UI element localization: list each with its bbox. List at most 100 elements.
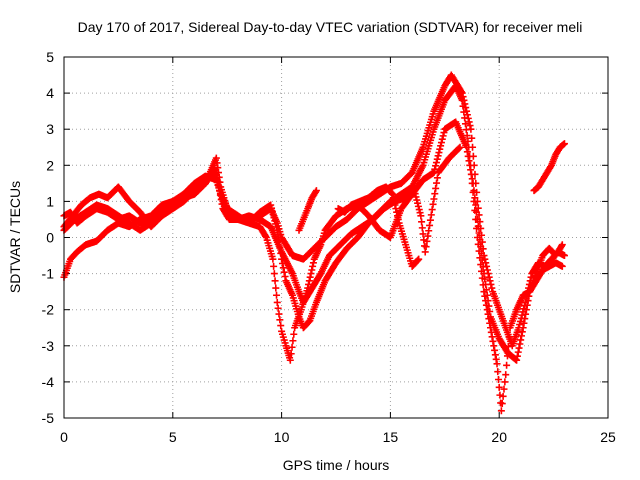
data-point	[468, 175, 476, 183]
data-point	[413, 196, 421, 204]
data-point	[521, 315, 529, 323]
data-point	[523, 301, 531, 309]
x-tick-label: 15	[383, 429, 399, 445]
data-point	[437, 142, 445, 150]
data-point	[305, 280, 313, 288]
data-point	[522, 306, 530, 314]
data-point	[463, 148, 471, 156]
y-tick-label: 0	[46, 230, 54, 246]
data-point	[439, 132, 447, 140]
y-tick-label: -4	[42, 374, 55, 390]
data-point	[502, 371, 510, 379]
y-tick-label: -3	[42, 338, 55, 354]
data-point	[516, 317, 524, 325]
data-point	[489, 337, 497, 345]
data-point	[269, 255, 277, 263]
data-point	[440, 129, 448, 137]
data-point	[213, 178, 221, 186]
series-6	[295, 187, 320, 234]
data-point	[558, 262, 566, 270]
data-point	[558, 241, 566, 249]
data-point	[309, 259, 317, 267]
data-point	[458, 96, 466, 104]
data-point	[417, 212, 425, 220]
data-points	[60, 71, 568, 415]
data-point	[426, 216, 434, 224]
data-point	[524, 297, 532, 305]
data-point	[518, 332, 526, 340]
data-point	[267, 201, 275, 209]
data-point	[437, 139, 445, 147]
data-point	[482, 286, 490, 294]
data-point	[467, 166, 475, 174]
data-point	[432, 159, 440, 167]
data-point	[469, 179, 477, 187]
data-point	[389, 190, 397, 198]
data-point	[422, 243, 430, 251]
data-point	[494, 368, 502, 376]
data-point	[213, 174, 221, 182]
data-point	[476, 236, 484, 244]
data-point	[411, 190, 419, 198]
data-point	[420, 236, 428, 244]
data-point	[429, 200, 437, 208]
data-point	[416, 209, 424, 217]
data-point	[312, 187, 320, 195]
data-point	[410, 187, 418, 195]
y-ticks: -5 -4 -3 -2 -1 0 1 2 3 4 5	[42, 49, 608, 426]
data-point	[505, 333, 513, 341]
data-point	[468, 134, 476, 142]
data-point	[478, 256, 486, 264]
data-point	[415, 206, 423, 214]
grid	[64, 57, 608, 418]
data-point	[305, 277, 313, 285]
y-tick-label: -5	[42, 410, 55, 426]
data-point	[432, 184, 440, 192]
data-point	[288, 343, 296, 351]
data-point	[391, 201, 399, 209]
data-point	[312, 188, 320, 196]
data-point	[273, 291, 281, 299]
data-point	[525, 292, 533, 300]
data-point	[493, 360, 501, 368]
data-point	[286, 356, 294, 364]
data-point	[414, 199, 422, 207]
data-point	[270, 270, 278, 278]
data-point	[270, 214, 278, 222]
data-point	[483, 266, 491, 274]
data-point	[459, 102, 467, 110]
y-tick-label: 5	[46, 49, 54, 65]
data-point	[465, 157, 473, 165]
data-point	[275, 310, 283, 318]
data-point	[271, 277, 279, 285]
data-point	[479, 263, 487, 271]
data-point	[484, 297, 492, 305]
data-point	[393, 208, 401, 216]
data-point	[461, 120, 469, 128]
data-point	[414, 202, 422, 210]
data-point	[425, 227, 433, 235]
data-point	[421, 248, 429, 256]
data-point	[486, 308, 494, 316]
data-point	[281, 272, 289, 280]
data-point	[262, 232, 270, 240]
data-point	[496, 391, 504, 399]
data-point	[471, 194, 479, 202]
data-point	[519, 324, 527, 332]
data-point	[428, 206, 436, 214]
data-point	[434, 152, 442, 160]
data-point	[498, 400, 506, 408]
x-tick-label: 25	[600, 429, 616, 445]
data-point	[307, 270, 315, 278]
data-point	[557, 242, 565, 250]
data-point	[430, 195, 438, 203]
data-point	[438, 135, 446, 143]
y-tick-label: 1	[46, 193, 54, 209]
data-point	[279, 264, 287, 272]
data-point	[491, 346, 499, 354]
data-point	[388, 189, 396, 197]
data-point	[424, 232, 432, 240]
data-point	[467, 170, 475, 178]
data-point	[414, 256, 422, 264]
